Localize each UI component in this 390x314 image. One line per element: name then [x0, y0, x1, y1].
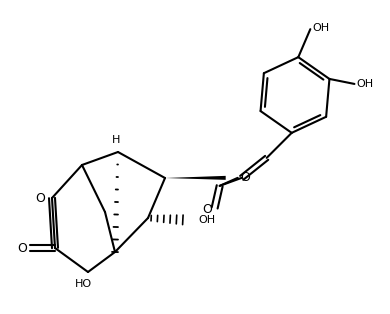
Text: O: O — [35, 192, 45, 204]
Text: O: O — [17, 241, 27, 255]
Text: OH: OH — [356, 79, 374, 89]
Text: OH: OH — [198, 215, 215, 225]
Text: O: O — [240, 171, 250, 184]
Text: HO: HO — [74, 279, 92, 289]
Text: OH: OH — [312, 23, 330, 33]
Polygon shape — [165, 176, 226, 180]
Text: H: H — [112, 135, 120, 145]
Text: O: O — [202, 203, 212, 216]
